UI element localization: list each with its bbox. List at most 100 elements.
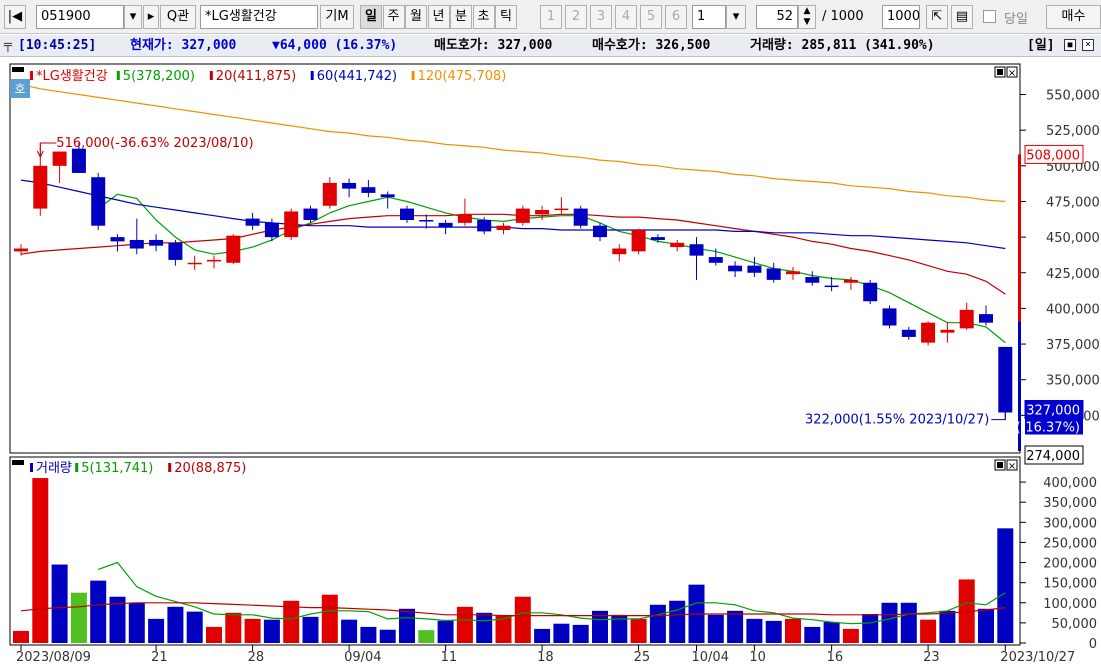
- candle: [979, 314, 993, 323]
- close-icon[interactable]: ×: [1082, 39, 1094, 51]
- ma-60-line: [20, 179, 1006, 250]
- chevron-down-icon[interactable]: ▾: [124, 5, 142, 29]
- multiplier-button[interactable]: 4: [615, 5, 637, 29]
- search-button[interactable]: Q관: [160, 5, 196, 29]
- print-icon[interactable]: ▤: [951, 5, 973, 29]
- volume-bar: [553, 623, 570, 643]
- volume-bar: [456, 606, 473, 643]
- volume-bar: [920, 619, 937, 643]
- volume-bar: [263, 619, 280, 643]
- period-tab[interactable]: 일: [360, 5, 382, 29]
- upper-limit-bar: [1018, 154, 1021, 322]
- volume-tick-label: 50,000: [1052, 617, 1098, 632]
- chevron-down-icon[interactable]: ▾: [726, 5, 746, 29]
- volume-bar: [746, 618, 763, 643]
- info-bar: ╤ [10:45:25] 현재가: 327,000 ▼64,000 (16.37…: [0, 35, 1101, 57]
- date-tick-label: 11: [441, 650, 458, 665]
- play-icon[interactable]: ▸: [143, 5, 159, 29]
- volume-tick-label: 0: [1089, 637, 1097, 652]
- current-change-box: [1025, 418, 1083, 435]
- candle: [554, 208, 569, 211]
- price-tick-label: 525,000: [1046, 124, 1100, 139]
- first-page-icon[interactable]: |◀: [4, 5, 26, 29]
- period-tab[interactable]: 분: [450, 5, 472, 29]
- quote-tag[interactable]: [10, 79, 30, 98]
- volume-bar: [225, 612, 242, 643]
- candle: [419, 220, 434, 222]
- close-icon-glyph: ×: [1008, 461, 1016, 472]
- legend-label: 5(131,741): [81, 461, 153, 476]
- candle: [824, 285, 839, 288]
- period-tab[interactable]: 월: [405, 5, 427, 29]
- buy-button[interactable]: 매수: [1046, 5, 1101, 29]
- close-icon[interactable]: [1006, 459, 1018, 471]
- candle: [882, 308, 897, 326]
- volume-bar: [978, 608, 994, 643]
- close-icon[interactable]: [1006, 66, 1018, 78]
- legend-marker: [209, 71, 213, 80]
- period-indicator: [일]: [1027, 38, 1055, 53]
- volume-bar: [649, 604, 666, 643]
- volume-bar: [900, 602, 917, 643]
- count-input[interactable]: 52: [756, 5, 798, 29]
- ma-20-line: [20, 213, 1006, 295]
- volume-tick-label: 200,000: [1043, 557, 1097, 572]
- multiplier-button[interactable]: 1: [540, 5, 562, 29]
- today-checkbox[interactable]: [983, 10, 996, 23]
- date-tick-label: 16: [827, 650, 844, 665]
- ma-120-line: [20, 83, 1006, 203]
- price-tick-label: 350,000: [1046, 374, 1100, 389]
- multiplier-select[interactable]: 1: [692, 5, 726, 29]
- multiplier-button[interactable]: 2: [565, 5, 587, 29]
- candle: [400, 208, 414, 220]
- volume-bar: [90, 580, 107, 643]
- legend-label: 5(378,200): [123, 69, 195, 84]
- price-tick-label: 425,000: [1046, 267, 1100, 282]
- period-tab[interactable]: 초: [472, 5, 495, 29]
- maximize-icon-inner: [997, 462, 1003, 468]
- candle: [342, 182, 357, 189]
- lower-limit-bar: [1018, 321, 1021, 451]
- period-tab[interactable]: 년: [427, 5, 450, 29]
- stock-name-field[interactable]: *LG생활건강: [200, 5, 318, 29]
- candle: [670, 242, 685, 248]
- candle: [303, 208, 318, 220]
- volume-bar: [881, 602, 898, 643]
- stock-code-input[interactable]: 051900: [36, 5, 124, 29]
- stock-chart: 550,000525,000500,000475,000450,000425,0…: [0, 58, 1101, 666]
- g-m-button[interactable]: 기M: [320, 5, 354, 29]
- candle: [284, 211, 299, 238]
- volume-bar: [862, 614, 879, 643]
- volume-bar: [32, 478, 49, 643]
- candle: [91, 177, 106, 226]
- multiplier-button[interactable]: 6: [665, 5, 687, 29]
- volume-bar: [128, 602, 145, 643]
- volume-bar: [804, 626, 821, 643]
- restore-icon[interactable]: ■: [1064, 39, 1076, 51]
- volume-bar: [283, 600, 300, 643]
- upper-limit-tag: 508,000: [1026, 148, 1080, 163]
- date-tick-label: 23: [923, 650, 940, 665]
- current-price: 현재가: 327,000: [130, 38, 237, 53]
- total-input[interactable]: 1000: [882, 5, 920, 29]
- period-tab[interactable]: 틱: [495, 5, 517, 29]
- legend-label: 20(88,875): [174, 461, 246, 476]
- period-tab[interactable]: 주: [382, 5, 405, 29]
- price-tick-label: 475,000: [1046, 195, 1100, 210]
- export-icon[interactable]: ⇱: [926, 5, 948, 29]
- candle: [631, 229, 646, 252]
- volume-bar: [437, 620, 454, 643]
- legend-marker: [116, 71, 120, 80]
- candle: [71, 148, 86, 173]
- legend-marker: [310, 71, 314, 80]
- candle: [708, 257, 723, 263]
- multiplier-button[interactable]: 3: [590, 5, 612, 29]
- candle: [52, 151, 67, 166]
- candle: [245, 218, 260, 226]
- spin-icon[interactable]: ▲ ▼: [798, 5, 816, 29]
- price-change: ▼64,000 (16.37%): [272, 38, 398, 53]
- multiplier-button[interactable]: 5: [640, 5, 662, 29]
- volume-tick-label: 150,000: [1043, 577, 1097, 592]
- date-tick-label: 2023/10/27: [1000, 650, 1075, 665]
- volume-bar: [399, 608, 415, 643]
